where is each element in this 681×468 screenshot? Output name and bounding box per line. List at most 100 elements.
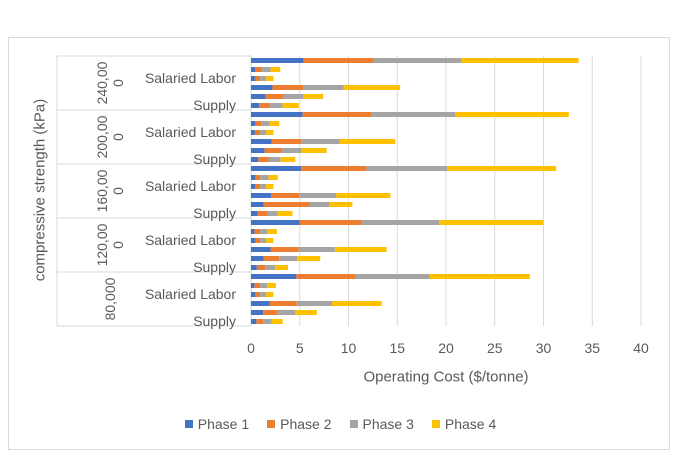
x-tick-label: 40 xyxy=(633,340,649,356)
bar-segment-phase-2 xyxy=(263,310,278,315)
bar-segment-phase-1 xyxy=(251,94,266,99)
x-tick-label: 15 xyxy=(389,340,406,356)
bar-segment-phase-3 xyxy=(260,175,269,180)
bar-segment-phase-1 xyxy=(251,85,273,90)
bar-segment-phase-3 xyxy=(260,283,268,288)
bar-segment-phase-1 xyxy=(251,76,255,81)
group-label: 200,000 xyxy=(94,115,126,159)
x-tick-label: 30 xyxy=(535,340,552,356)
category-label: Supply xyxy=(193,258,236,275)
x-tick-label: 20 xyxy=(438,340,454,356)
bar-segment-phase-2 xyxy=(255,184,261,189)
bar-segment-phase-2 xyxy=(269,301,297,306)
category-label: Salaried Labor xyxy=(144,123,236,140)
bar-segment-phase-4 xyxy=(268,175,278,180)
bar-segment-phase-1 xyxy=(251,193,271,198)
bar-segment-phase-3 xyxy=(269,103,283,108)
group-label: 240,000 xyxy=(94,61,126,105)
bar-segment-phase-1 xyxy=(251,202,264,207)
bar-segment-phase-2 xyxy=(263,256,280,261)
category-label: Salaried Labor xyxy=(144,231,236,248)
bar-segment-phase-1 xyxy=(251,148,265,153)
category-label: Supply xyxy=(193,204,236,221)
bar-segment-phase-4 xyxy=(266,130,274,135)
bar-segment-phase-3 xyxy=(263,319,272,324)
bar-segment-phase-4 xyxy=(267,283,276,288)
x-tick-label: 35 xyxy=(584,340,601,356)
bar-segment-phase-3 xyxy=(283,94,304,99)
bar-segment-phase-1 xyxy=(251,283,255,288)
category-label: Salaried Labor xyxy=(144,69,236,86)
bar-segment-phase-1 xyxy=(251,157,259,162)
bar-segment-phase-3 xyxy=(301,139,340,144)
bar-segment-phase-1 xyxy=(251,121,256,126)
bar-segment-phase-4 xyxy=(331,301,382,306)
bar-segment-phase-1 xyxy=(251,238,256,243)
bar-segment-phase-1 xyxy=(251,139,272,144)
legend-swatch xyxy=(349,420,358,428)
bar-segment-phase-1 xyxy=(251,229,255,234)
bar-segment-phase-4 xyxy=(297,256,321,261)
bar-segment-phase-4 xyxy=(271,319,283,324)
bar-segment-phase-4 xyxy=(446,166,557,171)
bar-segment-phase-3 xyxy=(279,256,298,261)
bar-segment-phase-3 xyxy=(361,220,440,225)
chart-frame xyxy=(8,37,670,450)
bar-segment-phase-1 xyxy=(251,274,297,279)
bar-segment-phase-3 xyxy=(296,301,332,306)
bar-segment-phase-1 xyxy=(251,166,302,171)
legend-item: Phase 4 xyxy=(431,416,496,432)
legend-swatch xyxy=(267,420,276,428)
bar-segment-phase-4 xyxy=(439,220,544,225)
bar-segment-phase-4 xyxy=(455,112,569,117)
bar-segment-phase-1 xyxy=(251,256,264,261)
bar-segment-phase-4 xyxy=(339,139,396,144)
bar-segment-phase-2 xyxy=(255,121,262,126)
legend-label: Phase 1 xyxy=(197,416,250,432)
bar-segment-phase-1 xyxy=(251,265,257,270)
x-tick-label: 5 xyxy=(295,340,304,356)
bar-segment-phase-2 xyxy=(256,319,264,324)
x-tick-label: 0 xyxy=(247,340,255,356)
bar-segment-phase-3 xyxy=(303,85,344,90)
bar-segment-phase-4 xyxy=(266,238,274,243)
bar-segment-phase-4 xyxy=(343,85,401,90)
bar-segment-phase-1 xyxy=(251,58,304,63)
bar-segment-phase-1 xyxy=(251,319,257,324)
bar-segment-phase-3 xyxy=(262,67,271,72)
bar-segment-phase-4 xyxy=(266,292,274,297)
bar-segment-phase-4 xyxy=(282,103,299,108)
bar-segment-phase-3 xyxy=(260,184,267,189)
bar-segment-phase-2 xyxy=(270,247,299,252)
bar-segment-phase-1 xyxy=(251,247,271,252)
bar-segment-phase-1 xyxy=(251,112,303,117)
legend: Phase 1 Phase 2 Phase 3 Phase 4 xyxy=(0,416,681,432)
bar-segment-phase-2 xyxy=(254,130,261,135)
bar-segment-phase-2 xyxy=(254,229,261,234)
bar-segment-phase-3 xyxy=(309,202,329,207)
legend-item: Phase 2 xyxy=(267,416,332,432)
bar-segment-phase-1 xyxy=(251,220,300,225)
category-label: Salaried Labor xyxy=(144,285,236,302)
legend-label: Phase 3 xyxy=(362,416,414,432)
category-label: Supply xyxy=(193,96,236,113)
bar-segment-phase-3 xyxy=(355,274,430,279)
bar-segment-phase-4 xyxy=(266,184,274,189)
bar-segment-phase-3 xyxy=(373,58,462,63)
bar-segment-phase-4 xyxy=(303,94,324,99)
x-axis-title: Operating Cost ($/tonne) xyxy=(363,368,529,386)
bar-segment-phase-2 xyxy=(255,238,261,243)
bar-segment-phase-2 xyxy=(257,211,268,216)
bar-segment-phase-4 xyxy=(301,148,327,153)
bar-segment-phase-3 xyxy=(267,211,278,216)
x-tick-label: 10 xyxy=(340,340,357,356)
bar-segment-phase-2 xyxy=(254,283,261,288)
bar-segment-phase-2 xyxy=(255,67,263,72)
bar-segment-phase-3 xyxy=(281,148,302,153)
bar-segment-phase-2 xyxy=(303,58,374,63)
bar-segment-phase-2 xyxy=(259,103,270,108)
bar-segment-phase-2 xyxy=(256,265,266,270)
legend-swatch xyxy=(184,420,193,428)
